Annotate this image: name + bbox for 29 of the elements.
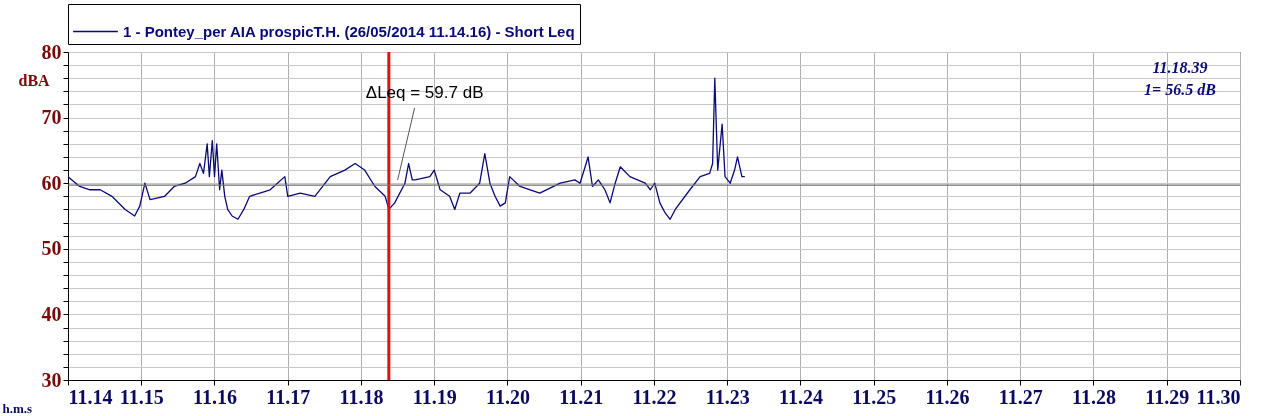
x-tick-label: 11.24 — [779, 385, 823, 408]
y-axis-title: dBA — [18, 71, 51, 89]
x-tick-label: 11.23 — [705, 385, 750, 408]
y-tick-label: 70 — [41, 106, 62, 129]
x-tick-label: 11.18 — [339, 385, 384, 408]
y-tick-label: 50 — [41, 237, 62, 260]
x-tick-label: 11.20 — [486, 385, 530, 408]
x-axis-title: h.m.s — [2, 400, 33, 416]
annotation: 11.18.39 — [1152, 59, 1208, 76]
line-series — [67, 77, 746, 220]
x-tick-label: 11.17 — [266, 385, 311, 408]
x-tick-label: 11.30 — [1196, 385, 1241, 408]
x-tick-label: 11.19 — [412, 385, 457, 408]
y-tick-label: 40 — [41, 302, 62, 325]
y-tick-label: 80 — [41, 40, 62, 63]
annotation: 1= 56.5 dB — [1144, 81, 1217, 98]
x-tick-label: 11.15 — [119, 385, 164, 408]
x-tick-label: 11.26 — [925, 385, 970, 408]
x-tick-label: 11.22 — [632, 385, 677, 408]
x-tick-label: 11.21 — [559, 385, 604, 408]
legend-label: 1 - Pontey_per AIA prospicT.H. (26/05/2014 11.14.16) - Short Leq — [123, 22, 575, 40]
x-tick-label: 11.25 — [852, 385, 897, 408]
y-tick-label: 30 — [41, 368, 62, 391]
x-tick-label: 11.14 — [68, 385, 113, 408]
x-tick-label: 11.27 — [998, 385, 1043, 408]
x-tick-label: 11.28 — [1072, 385, 1116, 408]
y-tick-label: 60 — [41, 171, 62, 194]
x-tick-label: 11.29 — [1145, 385, 1190, 408]
x-tick-label: 11.16 — [193, 385, 237, 408]
